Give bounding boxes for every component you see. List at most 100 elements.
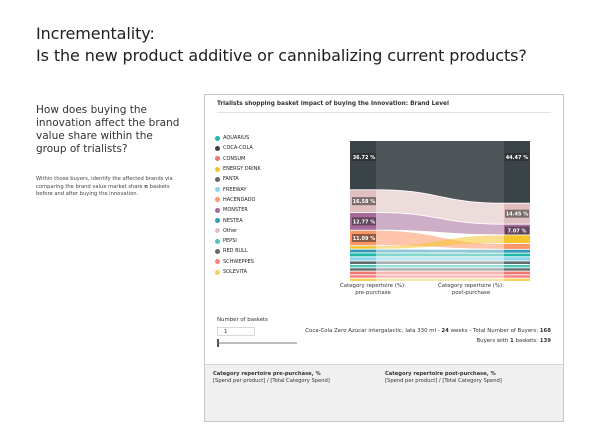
sankey-flow[interactable] bbox=[376, 257, 504, 261]
post-purchase-axis-label: Category repertoire (%): post-purchase bbox=[431, 283, 511, 297]
legend-item[interactable]: HACENDADO bbox=[215, 195, 261, 205]
legend-item[interactable]: NESTEA bbox=[215, 215, 261, 225]
buyers-info: Buyers with 1 baskets: 139 bbox=[476, 338, 551, 344]
page-title-line1: Incrementality: bbox=[36, 24, 155, 43]
sankey-node-post[interactable] bbox=[504, 268, 530, 271]
sankey-node-post[interactable] bbox=[504, 243, 530, 249]
sankey-node-post[interactable] bbox=[504, 261, 530, 265]
sankey-flow[interactable] bbox=[376, 230, 504, 249]
sankey-chart: 36.72 % 16.58 % 12.77 % 11.09 % 44.47 % 14.45… bbox=[350, 141, 530, 281]
sankey-node-pre[interactable] bbox=[350, 271, 376, 275]
legend-dot-icon bbox=[215, 228, 220, 234]
legend-dot-icon bbox=[215, 269, 220, 275]
sankey-node-pre[interactable] bbox=[350, 253, 376, 257]
sankey-node-pre[interactable] bbox=[350, 246, 376, 249]
value-label-bg bbox=[352, 233, 376, 242]
sankey-node-post[interactable] bbox=[504, 257, 530, 261]
value-label: 44.47 % bbox=[506, 155, 529, 161]
legend-dot-icon bbox=[215, 248, 220, 254]
legend: AQUARIUS COCA-COLA CONSUM ENERGY DRINK FANTA… bbox=[215, 133, 261, 277]
legend-item[interactable]: CONSUM bbox=[215, 154, 261, 164]
legend-item[interactable]: SOLEVITA bbox=[215, 267, 261, 277]
pre-axis-line1: Category repertoire (%): bbox=[340, 283, 406, 289]
buyers-with-value: 139 bbox=[539, 338, 551, 344]
sankey-flow[interactable] bbox=[376, 141, 504, 203]
post-axis-line1: Category repertoire (%): bbox=[438, 283, 504, 289]
sankey-node-post[interactable] bbox=[504, 271, 530, 275]
value-label: 36.72 % bbox=[353, 155, 376, 161]
legend-dot-icon bbox=[215, 166, 220, 172]
sankey-node-pre[interactable] bbox=[350, 275, 376, 278]
legend-label: NESTEA bbox=[223, 217, 243, 224]
legend-label: COCA-COLA bbox=[223, 145, 253, 152]
legend-item[interactable]: PEPSI bbox=[215, 236, 261, 246]
sankey-node-post[interactable] bbox=[504, 253, 530, 257]
sankey-node-pre[interactable] bbox=[350, 261, 376, 264]
sankey-flow[interactable] bbox=[376, 268, 504, 271]
sankey-flow[interactable] bbox=[376, 253, 504, 257]
page-title-line2: Is the new product additive or cannibali… bbox=[36, 46, 527, 65]
formula-footer: Category repertoire pre-purchase, % [Spe… bbox=[205, 364, 563, 421]
value-label-bg bbox=[352, 153, 376, 161]
legend-item[interactable]: MONSTER bbox=[215, 205, 261, 215]
value-label-bg bbox=[352, 217, 376, 226]
sankey-flow[interactable] bbox=[376, 278, 504, 281]
sankey-node-pre[interactable] bbox=[350, 264, 376, 268]
baskets-slider-track[interactable] bbox=[219, 342, 297, 344]
baskets-text: baskets: bbox=[515, 338, 539, 344]
post-formula-title: Category repertoire post-purchase, % bbox=[385, 371, 496, 377]
legend-label: FREEWAY bbox=[223, 186, 247, 193]
question-text: How does buying the innovation affect th… bbox=[36, 104, 180, 155]
legend-dot-icon bbox=[215, 218, 220, 224]
product-text: Coca-Cola Zero Azúcar intergalactic, lat… bbox=[305, 328, 440, 334]
description-n: n bbox=[144, 183, 148, 190]
legend-label: CONSUM bbox=[223, 155, 246, 162]
sankey-node-post[interactable] bbox=[504, 235, 530, 243]
legend-item[interactable]: COCA-COLA bbox=[215, 143, 261, 153]
sankey-node-post[interactable] bbox=[504, 141, 530, 203]
product-info: Coca-Cola Zero Azúcar intergalactic, lat… bbox=[305, 328, 551, 334]
description-text: Within those buyers, identify the affect… bbox=[36, 176, 186, 199]
sankey-node-pre[interactable] bbox=[350, 141, 376, 190]
sankey-node-post[interactable] bbox=[504, 275, 530, 278]
sankey-panel: Trialists shopping basket impact of buyi… bbox=[204, 94, 564, 422]
sankey-flow[interactable] bbox=[376, 264, 504, 268]
legend-item[interactable]: AQUARIUS bbox=[215, 133, 261, 143]
number-of-baskets-label: Number of baskets bbox=[217, 317, 268, 323]
legend-dot-icon bbox=[215, 156, 220, 162]
sankey-node-post[interactable] bbox=[504, 264, 530, 268]
sankey-flow[interactable] bbox=[376, 235, 504, 249]
sankey-node-post[interactable] bbox=[504, 278, 530, 281]
legend-item[interactable]: Other bbox=[215, 226, 261, 236]
legend-item[interactable]: FANTA bbox=[215, 174, 261, 184]
legend-label: HACENDADO bbox=[223, 196, 256, 203]
sankey-node-pre[interactable] bbox=[350, 268, 376, 271]
sankey-flow[interactable] bbox=[376, 271, 504, 275]
sankey-flow[interactable] bbox=[376, 249, 504, 253]
panel-divider bbox=[217, 112, 551, 113]
legend-item[interactable]: SCHWEPPES bbox=[215, 257, 261, 267]
legend-item[interactable]: RED BULL bbox=[215, 246, 261, 256]
sankey-node-post[interactable] bbox=[504, 249, 530, 253]
value-label: 11.09 % bbox=[353, 236, 376, 242]
sankey-flow[interactable] bbox=[376, 275, 504, 278]
sankey-node-pre[interactable] bbox=[350, 249, 376, 253]
sankey-flow[interactable] bbox=[376, 261, 504, 265]
post-formula-block: Category repertoire post-purchase, % [Sp… bbox=[385, 371, 502, 385]
legend-label: PEPSI bbox=[223, 238, 237, 245]
sankey-flow[interactable] bbox=[376, 212, 504, 235]
number-of-baskets-input[interactable]: 1 bbox=[217, 327, 255, 336]
legend-label: MONSTER bbox=[223, 207, 248, 214]
sankey-node-pre[interactable] bbox=[350, 257, 376, 261]
sankey-node-pre[interactable] bbox=[350, 278, 376, 281]
value-label: 12.77 % bbox=[353, 219, 376, 225]
sankey-flow[interactable] bbox=[376, 190, 504, 224]
value-label: 14.45 % bbox=[506, 212, 529, 218]
legend-dot-icon bbox=[215, 176, 220, 182]
pre-formula-title: Category repertoire pre-purchase, % bbox=[213, 371, 321, 377]
value-label-bg bbox=[352, 197, 376, 206]
legend-item[interactable]: FREEWAY bbox=[215, 184, 261, 194]
baskets-slider-handle[interactable] bbox=[217, 339, 219, 347]
value-label: 7.07 % bbox=[507, 229, 526, 235]
legend-item[interactable]: ENERGY DRINK bbox=[215, 164, 261, 174]
